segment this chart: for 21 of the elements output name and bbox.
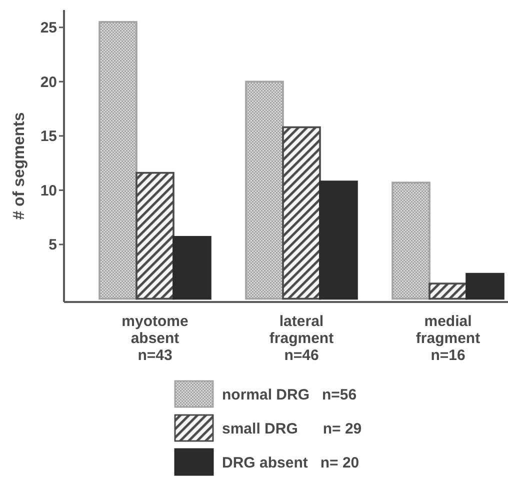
bar [136,172,174,300]
legend-label: DRG absent n= 20 [222,454,360,472]
y-axis-title: # of segments [11,112,28,220]
x-tick-label: medial fragment n=16 [416,313,480,364]
y-tick-label: 5 [48,236,57,254]
y-tick-label: 15 [40,128,57,146]
bar [172,236,212,300]
y-tick-label: 20 [40,74,57,91]
bar [98,21,138,300]
bar [466,272,504,300]
y-tick-label: 25 [40,20,57,37]
x-tick-label: lateral fragment n=46 [269,313,334,364]
bar [282,126,321,300]
y-tick-label: 10 [40,182,57,200]
bar [319,180,358,300]
bar [392,182,430,300]
bar [428,282,468,300]
bar [245,80,284,300]
legend-label: normal DRG n=56 [222,386,357,404]
legend-label: small DRG n= 29 [222,420,362,438]
x-tick-label: myotome absent n=43 [122,313,188,364]
